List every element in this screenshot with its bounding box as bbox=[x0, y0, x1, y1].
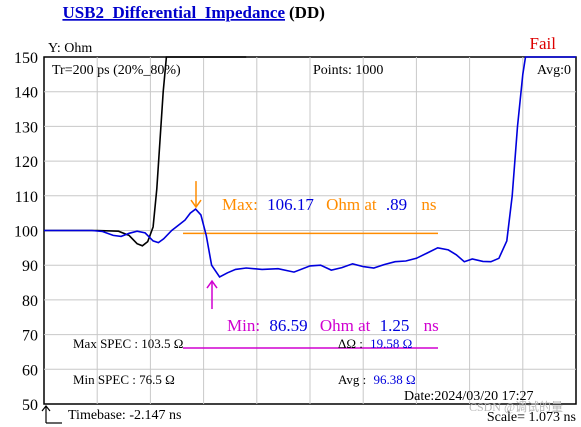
timebase-text: Timebase: -2.147 ns bbox=[68, 408, 181, 423]
black-trace bbox=[44, 56, 247, 247]
fail-status: Fail bbox=[530, 34, 557, 53]
delta-text: ΔΩ : 19.58 Ω bbox=[338, 336, 412, 351]
min-spec-text: Min SPEC : 76.5 Ω bbox=[73, 372, 175, 387]
chart-title: USB2_Differential_Impedance bbox=[62, 3, 285, 22]
max-annotation: Max: 106.17 Ohm at .89 ns bbox=[222, 195, 437, 214]
y-unit-label: Y: Ohm bbox=[48, 41, 92, 56]
y-tick-label: 110 bbox=[15, 189, 38, 206]
risetime-label: Tr=200 ps (20%_80%) bbox=[52, 63, 181, 78]
points-label: Points: 1000 bbox=[313, 63, 383, 78]
y-tick-label: 120 bbox=[14, 154, 38, 171]
min-arrow-icon bbox=[206, 279, 218, 310]
chart-title-suffix: (DD) bbox=[289, 3, 325, 22]
avg-count-label: Avg:0 bbox=[537, 63, 571, 78]
grid-lines bbox=[44, 57, 576, 404]
timebase-arrow-icon bbox=[41, 405, 62, 424]
y-tick-label: 150 bbox=[14, 50, 38, 67]
y-tick-label: 60 bbox=[22, 362, 38, 379]
max-arrow-icon bbox=[190, 181, 202, 209]
y-tick-label: 90 bbox=[22, 258, 38, 275]
y-tick-label: 70 bbox=[22, 328, 38, 345]
y-tick-label: 130 bbox=[14, 119, 38, 136]
impedance-trace bbox=[44, 56, 576, 279]
avg-text: Avg : 96.38 Ω bbox=[338, 372, 416, 387]
y-tick-label: 50 bbox=[22, 397, 38, 414]
max-spec-text: Max SPEC : 103.5 Ω bbox=[73, 336, 183, 351]
y-tick-labels: 50 60 70 80 90 100 110 120 130 140 150 bbox=[14, 50, 38, 414]
watermark-text: CSDN @调试的量 bbox=[469, 399, 563, 414]
y-tick-label: 100 bbox=[14, 224, 38, 241]
y-tick-label: 140 bbox=[14, 85, 38, 102]
date-text: Date:2024/03/20 17:27 bbox=[404, 389, 534, 404]
min-annotation: Min: 86.59 Ohm at 1.25 ns bbox=[227, 316, 439, 335]
y-tick-label: 80 bbox=[22, 293, 38, 310]
scale-text: Scale= 1.073 ns bbox=[487, 410, 576, 425]
